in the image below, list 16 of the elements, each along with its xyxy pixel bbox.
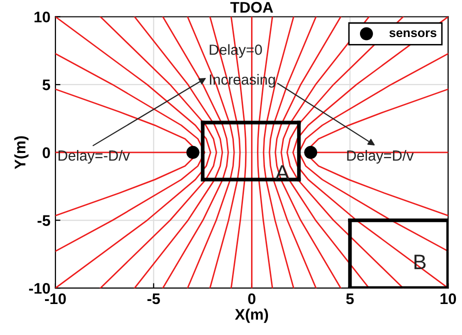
- x-tick-label: 5: [346, 294, 354, 304]
- chart-title: TDOA: [230, 2, 274, 13]
- x-tick-label: 0: [248, 293, 256, 304]
- y-axis-title: Y(m): [14, 136, 28, 170]
- y-tick-label: -10: [29, 282, 50, 294]
- y-tick-label: 5: [42, 80, 50, 90]
- annotation: Delay=-D/v: [58, 150, 130, 164]
- y-tick-label: -5: [38, 215, 50, 226]
- y-tick-label: 10: [34, 12, 50, 22]
- legend-label: sensors: [389, 30, 436, 38]
- y-tick-label: 0: [42, 147, 50, 158]
- x-tick-label: -5: [147, 294, 160, 304]
- annotation: B: [414, 254, 426, 270]
- x-tick-label: 10: [440, 293, 456, 304]
- x-axis-title: X(m): [234, 308, 268, 323]
- annotation: Delay=D/v: [347, 150, 414, 164]
